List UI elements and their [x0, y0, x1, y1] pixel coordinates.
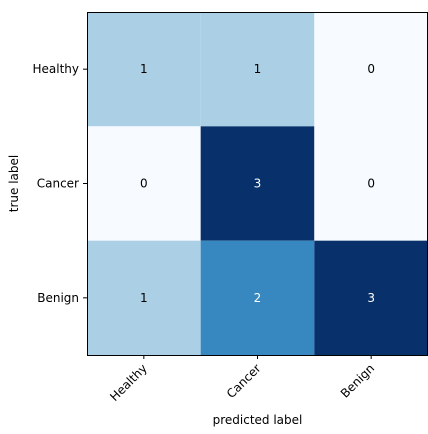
cell-value-1-1: 3 [254, 177, 262, 191]
cell-value-2-1: 2 [254, 291, 262, 305]
cell-value-0-2: 0 [367, 62, 375, 76]
y-axis-label: true label [7, 155, 21, 212]
y-tick-label-1: Cancer [37, 177, 79, 191]
cell-1-0 [87, 126, 201, 241]
cell-2-0 [87, 240, 201, 355]
cell-value-1-2: 0 [367, 177, 375, 191]
x-tick-label-0: Healthy [107, 361, 150, 404]
cell-1-1 [200, 126, 315, 241]
x-tick-label-2: Benign [338, 361, 377, 400]
cell-value-1-0: 0 [140, 177, 148, 191]
y-tick-label-2: Benign [37, 291, 79, 305]
cell-2-2 [314, 240, 428, 355]
cell-0-1 [200, 12, 315, 127]
cells-layer: 1 1 0 0 3 0 1 2 3 [87, 12, 428, 355]
cell-value-0-0: 1 [140, 62, 148, 76]
x-tick-label-1: Cancer [224, 361, 264, 401]
cell-1-2 [314, 126, 428, 241]
cell-value-0-1: 1 [254, 62, 262, 76]
cell-2-1 [200, 240, 315, 355]
x-axis-label: predicted label [213, 413, 303, 427]
cell-value-2-2: 3 [367, 291, 375, 305]
cell-0-2 [314, 12, 428, 127]
cell-value-2-0: 1 [140, 291, 148, 305]
cell-0-0 [87, 12, 201, 127]
y-tick-label-0: Healthy [32, 62, 79, 76]
